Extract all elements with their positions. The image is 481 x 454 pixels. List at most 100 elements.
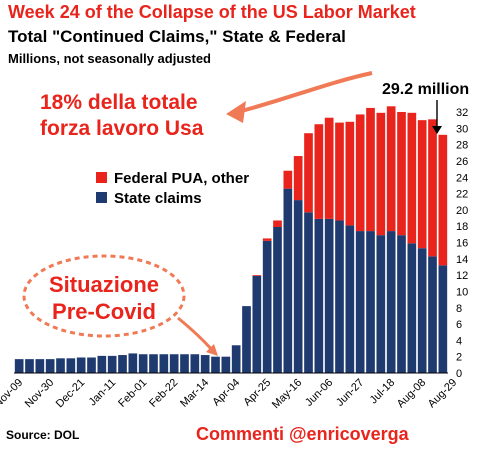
bar-state-3 — [45, 359, 55, 373]
bar-federal-41 — [438, 134, 448, 266]
headline-pointer-head — [432, 126, 442, 134]
bar-federal-40 — [428, 119, 437, 257]
x-tick-label-8: Apr-25 — [241, 377, 273, 409]
bar-federal-28 — [304, 133, 313, 213]
bar-state-26 — [283, 188, 293, 373]
bar-state-16 — [180, 354, 189, 373]
y-tick-label-11: 22 — [456, 189, 468, 201]
bar-federal-35 — [376, 112, 386, 236]
x-tick-label-10: Jun-06 — [303, 377, 335, 409]
y-tick-label-8: 16 — [456, 238, 468, 250]
y-tick-label-9: 18 — [456, 221, 468, 233]
y-tick-label-0: 0 — [456, 368, 462, 380]
bar-state-36 — [386, 231, 396, 373]
x-tick-label-5: Feb-22 — [147, 377, 180, 410]
bar-state-4 — [56, 358, 65, 373]
legend-label-state: State claims — [114, 190, 202, 207]
bar-state-1 — [25, 359, 34, 373]
y-tick-label-5: 10 — [456, 286, 468, 298]
bar-state-32 — [345, 225, 355, 373]
x-tick-label-0: Nov-09 — [0, 377, 25, 411]
y-tick-label-4: 8 — [456, 303, 462, 315]
bar-state-0 — [14, 359, 24, 373]
bar-state-35 — [376, 235, 386, 373]
legend-swatch-state — [96, 192, 107, 203]
bar-state-18 — [200, 355, 210, 373]
bar-state-23 — [252, 275, 262, 373]
x-tick-label-4: Feb-01 — [116, 377, 149, 410]
bar-federal-32 — [345, 121, 355, 226]
bar-federal-29 — [314, 124, 324, 219]
bar-state-30 — [324, 218, 334, 373]
callout-bottom-arrow-head — [206, 344, 218, 356]
bar-state-33 — [355, 231, 365, 373]
chart-subtitle: Total "Continued Claims," State & Federa… — [8, 27, 346, 46]
bar-state-38 — [407, 243, 417, 373]
bar-state-40 — [428, 256, 437, 373]
bar-federal-24 — [262, 238, 272, 241]
bar-state-9 — [107, 355, 117, 373]
bar-state-41 — [438, 265, 448, 373]
legend-label-federal: Federal PUA, other — [114, 170, 249, 187]
x-tick-label-9: May-16 — [270, 377, 304, 411]
bar-state-37 — [397, 235, 406, 373]
y-tick-label-3: 6 — [456, 319, 462, 331]
bar-state-19 — [211, 356, 220, 373]
bar-federal-25 — [273, 220, 282, 228]
bar-state-34 — [366, 231, 375, 373]
bar-federal-34 — [366, 107, 375, 232]
x-tick-label-12: Jul-18 — [368, 377, 398, 407]
callout-bottom-line2: Pre-Covid — [52, 299, 156, 324]
bar-state-15 — [169, 354, 179, 373]
bar-federal-39 — [417, 120, 427, 249]
bar-state-39 — [417, 248, 427, 373]
bar-state-28 — [304, 212, 313, 373]
bar-state-14 — [159, 354, 169, 373]
y-tick-label-13: 26 — [456, 156, 468, 168]
bar-state-10 — [118, 355, 127, 373]
y-tick-label-10: 20 — [456, 205, 468, 217]
callout-top-arrow — [237, 71, 373, 114]
chart-units: Millions, not seasonally adjusted — [8, 51, 211, 66]
y-tick-label-12: 24 — [456, 172, 468, 184]
bar-state-20 — [221, 356, 231, 373]
x-tick-label-7: Apr-04 — [210, 377, 242, 409]
y-tick-label-7: 14 — [456, 254, 468, 266]
legend: Federal PUA, other State claims — [96, 170, 249, 207]
bar-state-22 — [242, 306, 251, 373]
x-tick-label-1: Nov-30 — [23, 377, 57, 411]
callout-top-line2: forza lavoro Usa — [40, 117, 204, 140]
bar-state-2 — [35, 359, 45, 373]
y-tick-label-15: 30 — [456, 123, 468, 135]
y-tick-label-16: 32 — [456, 107, 468, 119]
bar-state-11 — [128, 353, 138, 373]
legend-swatch-federal — [96, 172, 107, 183]
y-tick-label-1: 2 — [456, 352, 462, 364]
x-tick-label-13: Aug-08 — [395, 377, 429, 411]
x-tick-label-2: Dec-21 — [54, 377, 88, 411]
bar-federal-27 — [293, 156, 303, 201]
bar-state-17 — [190, 354, 200, 373]
callout-top-arrow-head — [226, 101, 246, 123]
callout-bottom-arrow — [177, 316, 214, 351]
bars-layer — [14, 106, 448, 374]
bar-federal-23 — [252, 275, 262, 276]
x-tick-label-11: Jun-27 — [334, 377, 366, 409]
bar-state-12 — [138, 354, 148, 373]
bar-state-29 — [314, 218, 324, 373]
bar-federal-38 — [407, 112, 417, 244]
bar-federal-30 — [324, 117, 334, 219]
bar-state-21 — [231, 345, 241, 373]
bar-state-6 — [76, 357, 86, 373]
bar-federal-33 — [355, 114, 365, 232]
bar-state-24 — [262, 240, 272, 373]
x-tick-label-6: Mar-14 — [178, 377, 211, 410]
chart-title: Week 24 of the Collapse of the US Labor … — [8, 2, 416, 22]
y-tick-label-6: 12 — [456, 270, 468, 282]
y-tick-label-14: 28 — [456, 140, 468, 152]
x-tick-label-3: Jan-11 — [87, 377, 119, 409]
bar-state-5 — [66, 358, 76, 373]
